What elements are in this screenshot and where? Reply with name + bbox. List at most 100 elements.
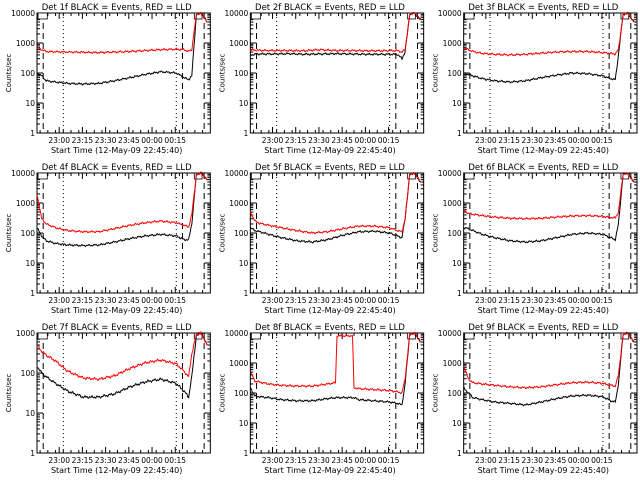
events-series-line <box>250 172 421 244</box>
state-box <box>37 332 48 340</box>
x-tick-label: 23:15 <box>285 296 307 305</box>
x-axis-label: Start Time (12-May-09 22:45:40) <box>478 146 609 155</box>
x-tick-label: 00:15 <box>591 296 613 305</box>
y-axis-label: Counts/sec <box>218 54 226 93</box>
y-tick-label: 100 <box>234 69 249 78</box>
x-tick-label: 00:15 <box>164 456 186 465</box>
y-tick-label: 100 <box>234 229 249 238</box>
y-axis-label: Counts/sec <box>5 214 13 253</box>
y-tick-label: 1 <box>30 129 35 138</box>
plot-frame <box>36 332 211 454</box>
x-tick-label: 23:45 <box>545 296 567 305</box>
state-box <box>464 12 475 20</box>
x-tick-label: 00:15 <box>378 296 400 305</box>
events-series-line <box>36 12 208 86</box>
panel-title: Det 2f BLACK = Events, RED = LLD <box>255 3 405 13</box>
x-tick-label: 00:00 <box>355 296 377 305</box>
x-axis-label: Start Time (12-May-09 22:45:40) <box>478 466 609 475</box>
lld-series-line <box>36 11 208 55</box>
y-tick-label: 10000 <box>11 169 35 178</box>
x-tick-label: 00:15 <box>378 136 400 145</box>
x-tick-label: 23:30 <box>95 296 117 305</box>
x-tick-label: 23:00 <box>48 296 70 305</box>
x-tick-label: 23:00 <box>475 136 497 145</box>
x-tick-label: 23:00 <box>48 136 70 145</box>
x-tick-label: 23:15 <box>498 456 520 465</box>
x-tick-label: 00:00 <box>568 296 590 305</box>
y-tick-label: 1000 <box>443 359 462 368</box>
x-tick-label: 00:00 <box>355 136 377 145</box>
y-tick-label: 10000 <box>438 329 462 338</box>
y-tick-label: 100 <box>447 389 462 398</box>
detector-panel-5: Det 5f BLACK = Events, RED = LLD 1 10 100 10… <box>218 163 425 315</box>
x-tick-label: 00:00 <box>355 456 377 465</box>
detector-panel-1: Det 1f BLACK = Events, RED = LLD 1 10 100 10… <box>5 3 211 155</box>
state-box <box>464 172 475 180</box>
x-tick-label: 00:00 <box>568 456 590 465</box>
x-tick-label: 23:30 <box>95 456 117 465</box>
state-box <box>37 172 48 180</box>
x-axis-label: Start Time (12-May-09 22:45:40) <box>264 466 395 475</box>
x-tick-label: 00:15 <box>591 456 613 465</box>
x-axis-label: Start Time (12-May-09 22:45:40) <box>264 146 395 155</box>
y-tick-label: 1000 <box>229 359 248 368</box>
events-series-line <box>463 172 635 244</box>
lld-series-line <box>250 331 421 395</box>
events-series-line <box>463 11 635 84</box>
y-tick-label: 10000 <box>224 169 248 178</box>
y-tick-label: 10 <box>452 419 462 428</box>
y-tick-label: 100 <box>234 389 249 398</box>
state-box <box>37 12 48 20</box>
y-tick-label: 100 <box>447 69 462 78</box>
y-tick-label: 1 <box>457 289 462 298</box>
events-series-line <box>463 331 635 407</box>
x-axis-label: Start Time (12-May-09 22:45:40) <box>51 146 182 155</box>
x-axis-label: Start Time (12-May-09 22:45:40) <box>51 466 182 475</box>
x-tick-label: 00:15 <box>164 136 186 145</box>
y-tick-label: 10 <box>452 99 462 108</box>
x-tick-label: 23:45 <box>118 456 140 465</box>
y-tick-label: 10 <box>239 99 249 108</box>
panel-title: Det 3f BLACK = Events, RED = LLD <box>468 3 618 13</box>
panel-title: Det 4f BLACK = Events, RED = LLD <box>42 163 192 173</box>
y-tick-label: 100 <box>21 69 36 78</box>
x-tick-label: 23:00 <box>262 136 284 145</box>
y-tick-label: 1000 <box>443 199 462 208</box>
x-tick-label: 23:30 <box>308 296 330 305</box>
x-tick-label: 23:30 <box>521 296 543 305</box>
y-tick-label: 1 <box>244 449 249 458</box>
panel-title: Det 8f BLACK = Events, RED = LLD <box>255 323 405 333</box>
panel-title: Det 6f BLACK = Events, RED = LLD <box>468 163 618 173</box>
x-tick-label: 23:45 <box>331 136 353 145</box>
x-tick-label: 23:15 <box>72 136 94 145</box>
y-tick-label: 10 <box>239 259 249 268</box>
y-tick-label: 1000 <box>229 39 248 48</box>
y-tick-label: 10 <box>25 99 35 108</box>
lld-series-line <box>463 172 635 221</box>
x-tick-label: 23:15 <box>72 456 94 465</box>
x-tick-label: 23:45 <box>118 296 140 305</box>
y-axis-label: Counts/sec <box>432 214 440 253</box>
x-axis-label: Start Time (12-May-09 22:45:40) <box>264 306 395 315</box>
state-box <box>464 332 475 340</box>
detector-panel-3: Det 3f BLACK = Events, RED = LLD 1 10 100 10… <box>432 3 638 155</box>
detector-panel-8: Det 8f BLACK = Events, RED = LLD 1 10 100 10… <box>218 323 425 475</box>
lld-series-line <box>463 12 635 57</box>
y-tick-label: 100 <box>21 369 36 378</box>
y-tick-label: 1000 <box>16 199 35 208</box>
y-axis-label: Counts/sec <box>432 54 440 93</box>
y-tick-label: 1 <box>244 129 249 138</box>
y-tick-label: 1000 <box>443 39 462 48</box>
y-tick-label: 10 <box>25 409 35 418</box>
state-box <box>620 12 630 20</box>
x-tick-label: 23:45 <box>331 296 353 305</box>
x-tick-label: 00:00 <box>141 136 163 145</box>
state-box <box>250 172 262 180</box>
state-box <box>250 332 262 340</box>
detector-panel-9: Det 9f BLACK = Events, RED = LLD 1 10 100 10… <box>432 323 638 475</box>
x-tick-label: 23:00 <box>475 456 497 465</box>
lld-series-line <box>249 171 422 235</box>
panel-title: Det 1f BLACK = Events, RED = LLD <box>42 3 192 13</box>
x-tick-label: 23:15 <box>498 296 520 305</box>
